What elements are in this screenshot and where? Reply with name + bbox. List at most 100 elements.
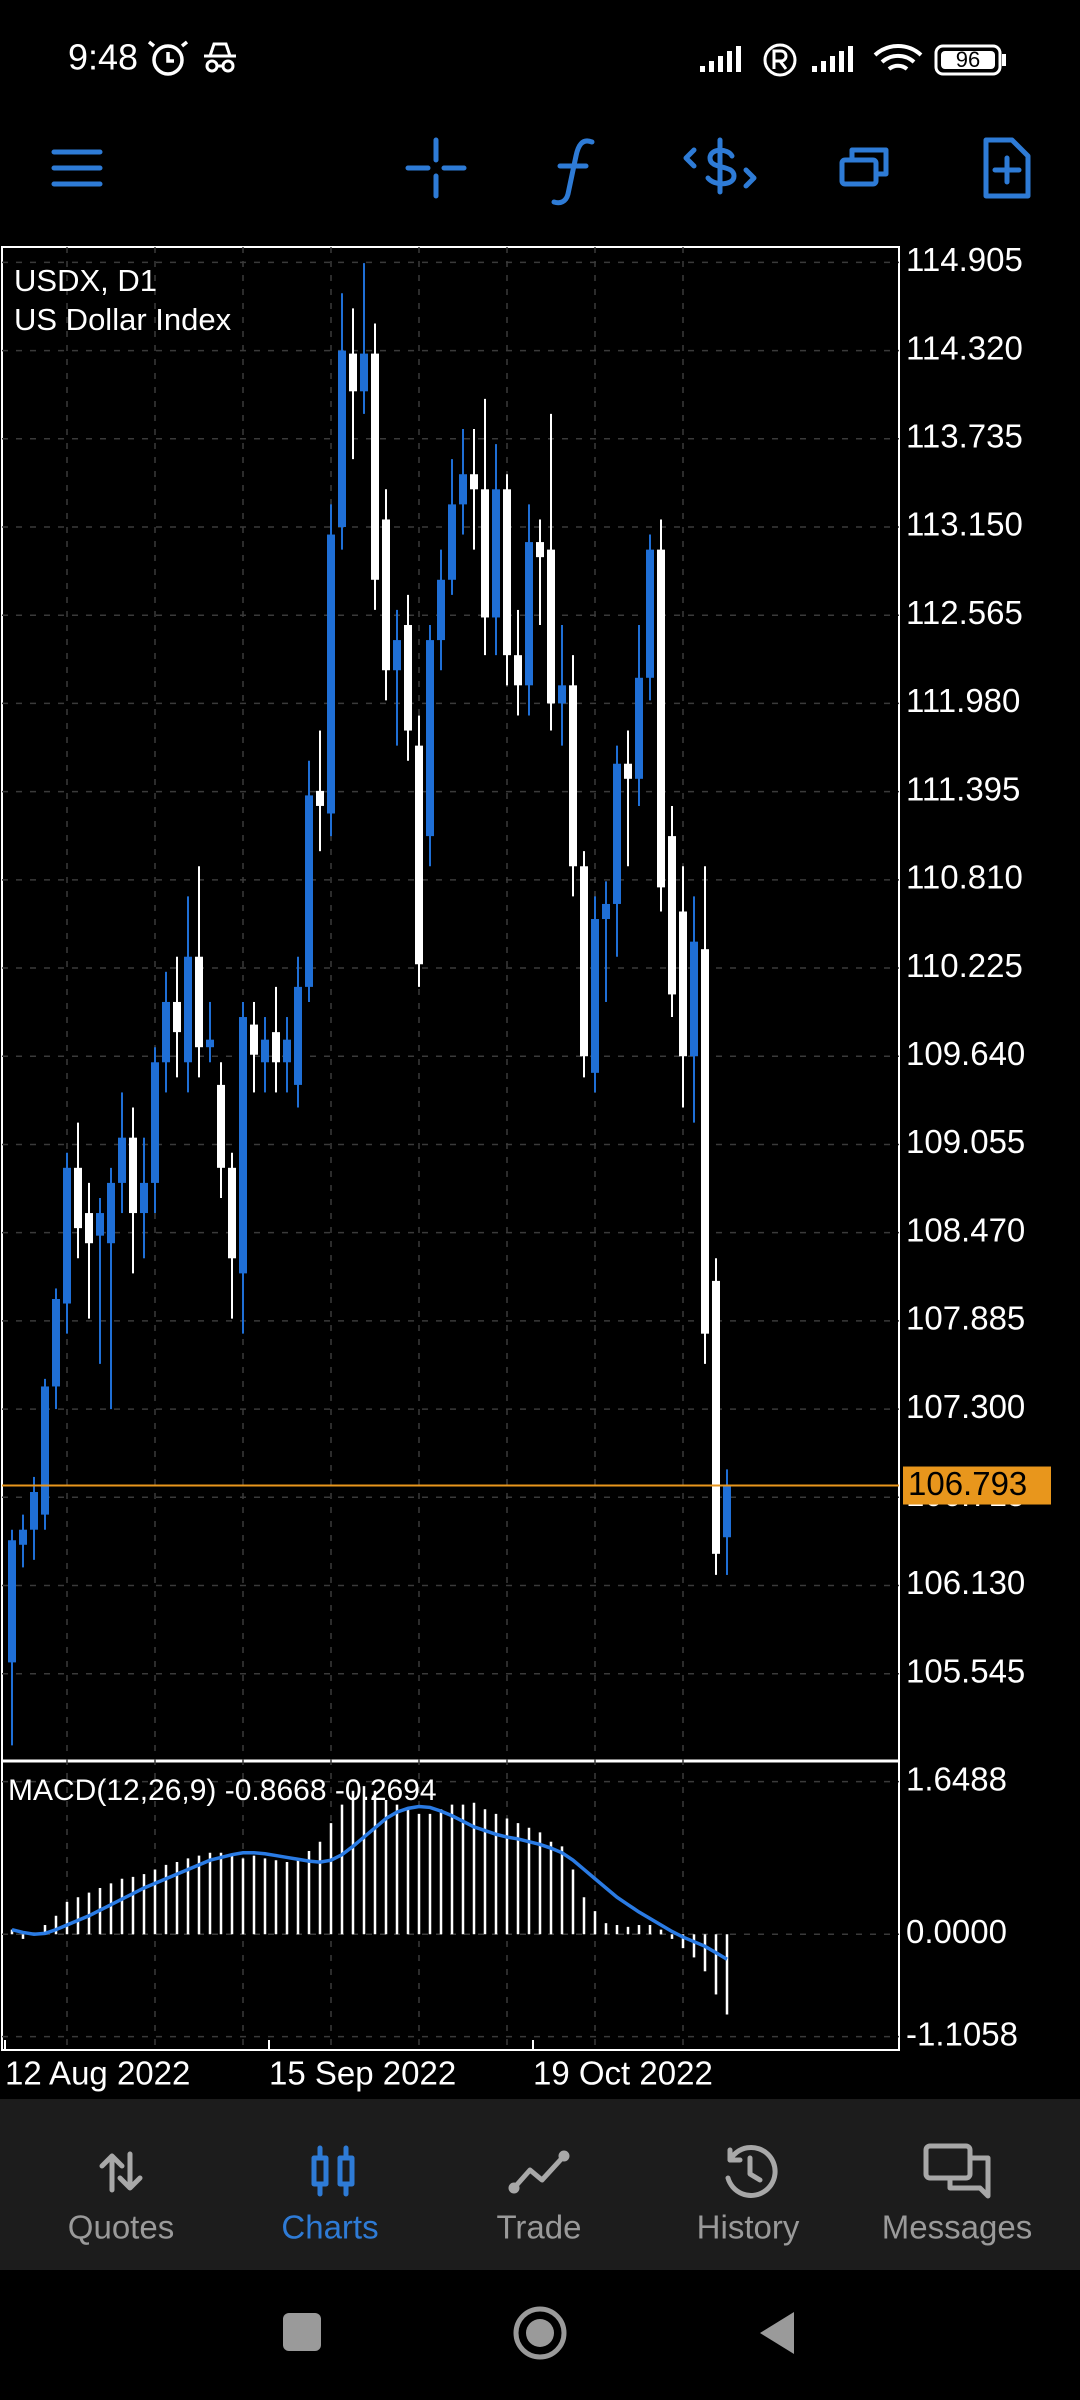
- indicators-button[interactable]: [551, 138, 595, 206]
- candle-body: [690, 941, 698, 1057]
- home-button[interactable]: [513, 2306, 567, 2360]
- quotes-icon: [99, 2151, 143, 2193]
- candle-body: [701, 949, 709, 1334]
- y-tick-label: 112.565: [906, 594, 1023, 631]
- candle-body: [239, 1017, 247, 1274]
- nav-label[interactable]: History: [697, 2209, 800, 2246]
- candle-body: [679, 911, 687, 1057]
- signal-icon: [700, 46, 741, 72]
- candle-body: [118, 1137, 126, 1183]
- candle-body: [536, 542, 544, 558]
- y-tick-label: 107.885: [906, 1300, 1025, 1337]
- messages-icon: [923, 2143, 991, 2199]
- x-tick-label: 19 Oct 2022: [533, 2055, 713, 2092]
- y-tick-label: 111.395: [906, 770, 1020, 807]
- candle-body: [591, 919, 599, 1073]
- back-button[interactable]: [760, 2312, 794, 2354]
- plot-layer: 114.905 114.320 113.735 113.150 112.565 111.9…: [2, 241, 1051, 2092]
- candle-body: [349, 353, 357, 392]
- candle-body: [580, 866, 588, 1057]
- chart-subtitle: US Dollar Index: [14, 302, 232, 337]
- y-tick-label: -1.1058: [906, 2015, 1018, 2052]
- candle-body: [371, 353, 379, 580]
- candle-body: [250, 1024, 258, 1055]
- candle-body: [382, 519, 390, 671]
- signal-icon-2: [812, 46, 853, 72]
- candle-body: [74, 1167, 82, 1229]
- candle-body: [360, 353, 368, 392]
- candle-body: [294, 986, 302, 1085]
- y-tick-label: 114.320: [906, 329, 1023, 366]
- candle-body: [338, 350, 346, 528]
- candle-body: [41, 1386, 49, 1515]
- home-button-dot: [526, 2319, 554, 2347]
- candle-body: [470, 474, 478, 490]
- new-order-button[interactable]: [983, 137, 1031, 199]
- candle-body: [635, 677, 643, 779]
- bottom-nav: [0, 2099, 1080, 2270]
- y-tick-label: 109.640: [906, 1035, 1025, 1072]
- windows-button[interactable]: [839, 147, 889, 187]
- candle-body: [712, 1280, 720, 1554]
- recents-button[interactable]: [283, 2313, 321, 2351]
- chart-frame: [1, 246, 900, 2051]
- candle-body: [261, 1039, 269, 1063]
- candle-body: [481, 489, 489, 618]
- macd-title: MACD(12,26,9): [8, 1774, 216, 1807]
- candle-body: [547, 549, 555, 704]
- nav-label[interactable]: Messages: [882, 2209, 1032, 2246]
- trade-icon: [508, 2150, 570, 2194]
- trade-button[interactable]: [683, 137, 757, 195]
- y-tick-label: 114.905: [906, 241, 1023, 278]
- candle-body: [129, 1137, 137, 1214]
- roaming-icon: [763, 43, 797, 77]
- candle-body: [393, 640, 401, 671]
- candle-body: [613, 763, 621, 904]
- candle-body: [426, 640, 434, 837]
- candle-body: [525, 542, 533, 686]
- candle-body: [558, 685, 566, 704]
- battery-level: 96: [956, 47, 980, 72]
- candle-body: [492, 489, 500, 618]
- nav-label[interactable]: Trade: [497, 2209, 582, 2246]
- candle-body: [327, 534, 335, 814]
- nav-label[interactable]: Charts: [281, 2209, 378, 2246]
- candle-body: [404, 625, 412, 731]
- candle-body: [283, 1039, 291, 1063]
- battery-icon: 96: [934, 44, 1006, 76]
- y-tick-label: 0.0000: [906, 1913, 1007, 1950]
- menu-button[interactable]: [51, 149, 103, 187]
- candle-body: [646, 549, 654, 678]
- candle-body: [217, 1084, 225, 1168]
- macd-histogram-last: -0.8668: [225, 1774, 327, 1807]
- candle-body: [19, 1529, 27, 1545]
- y-tick-label: 113.735: [906, 418, 1023, 455]
- candle-body: [415, 745, 423, 965]
- candle-body: [602, 903, 610, 920]
- x-tick-label: 12 Aug 2022: [5, 2055, 190, 2092]
- crosshair-button[interactable]: [405, 137, 467, 199]
- candle-body: [657, 549, 665, 888]
- y-tick-label: 110.225: [906, 947, 1023, 984]
- macd-signal-last: -0.2694: [335, 1774, 437, 1807]
- y-tick-label: 109.055: [906, 1123, 1025, 1160]
- y-tick-label: 1.6488: [906, 1760, 1007, 1797]
- candle-body: [448, 504, 456, 580]
- candle-body: [173, 1001, 181, 1033]
- incognito-icon: [204, 42, 236, 73]
- candle-body: [305, 795, 313, 987]
- macd-header: MACD(12,26,9) -0.8668 -0.2694: [8, 1774, 437, 1807]
- candle-body: [206, 1039, 214, 1048]
- y-tick-label: 106.130: [906, 1564, 1025, 1601]
- x-tick-label: 15 Sep 2022: [269, 2055, 456, 2092]
- candle-body: [195, 956, 203, 1048]
- candle-body: [316, 790, 324, 806]
- candle-body: [503, 489, 511, 656]
- candle-body: [624, 763, 632, 779]
- wifi-icon: [873, 44, 923, 71]
- nav-label[interactable]: Quotes: [68, 2209, 174, 2246]
- chart-title: USDX, D1: [14, 263, 157, 298]
- candle-body: [8, 1540, 16, 1663]
